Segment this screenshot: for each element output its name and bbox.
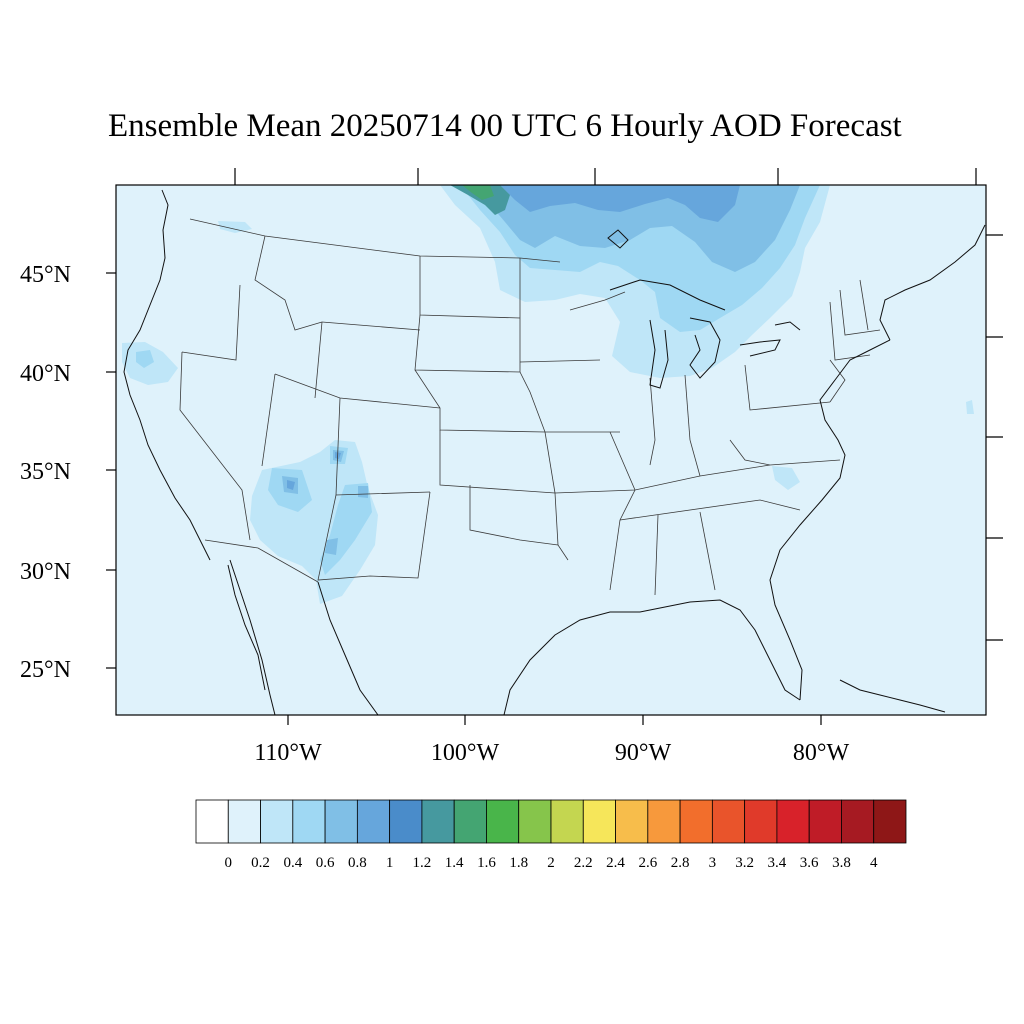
colorbar-label: 1.8 bbox=[509, 855, 528, 871]
lon-label: 80°W bbox=[793, 740, 850, 766]
colorbar-swatch bbox=[356, 799, 391, 844]
aod-plume-north-green bbox=[462, 185, 494, 200]
colorbar-swatch bbox=[647, 799, 681, 844]
colorbar-label: 0.4 bbox=[283, 855, 302, 871]
coastlines bbox=[123, 189, 986, 715]
colorbar-swatch bbox=[195, 799, 229, 844]
colorbar-label: 3 bbox=[709, 855, 717, 871]
aod-plume-southwest-hot bbox=[287, 452, 341, 490]
colorbar-swatch bbox=[808, 799, 842, 844]
colorbar-label: 2 bbox=[547, 855, 555, 871]
aod-plume-atlantic bbox=[966, 400, 974, 414]
colorbar-label: 3.8 bbox=[832, 855, 851, 871]
colorbar-swatch bbox=[518, 799, 552, 844]
colorbar-swatch bbox=[582, 799, 616, 844]
colorbar-swatch bbox=[486, 799, 520, 844]
lat-label: 25°N bbox=[20, 657, 71, 683]
colorbar-swatch bbox=[776, 799, 810, 844]
colorbar-label: 4 bbox=[870, 855, 878, 871]
latitude-labels: 45°N 40°N 35°N 30°N 25°N bbox=[20, 262, 71, 683]
aod-plume-california-core bbox=[136, 350, 154, 368]
colorbar-label: 0.6 bbox=[316, 855, 335, 871]
colorbar-label: 2.4 bbox=[606, 855, 625, 871]
aod-plume-northwest bbox=[218, 221, 252, 233]
colorbar-swatch bbox=[260, 799, 294, 844]
colorbar-swatch bbox=[227, 799, 261, 844]
colorbar-label: 2.6 bbox=[638, 855, 657, 871]
colorbar-label: 3.2 bbox=[735, 855, 754, 871]
lon-label: 90°W bbox=[615, 740, 672, 766]
colorbar-label: 0.2 bbox=[251, 855, 270, 871]
colorbar-swatch bbox=[615, 799, 649, 844]
aod-map: 45°N 40°N 35°N 30°N 25°N 110°W 100°W 90°… bbox=[20, 168, 1003, 766]
colorbar-label: 3.4 bbox=[768, 855, 787, 871]
colorbar-label: 2.8 bbox=[671, 855, 690, 871]
colorbar-label: 0.8 bbox=[348, 855, 367, 871]
lat-label: 45°N bbox=[20, 262, 71, 288]
aod-plume-north-teal bbox=[450, 185, 510, 215]
colorbar-swatch bbox=[389, 799, 423, 844]
longitude-labels: 110°W 100°W 90°W 80°W bbox=[254, 740, 849, 766]
lon-label: 100°W bbox=[431, 740, 500, 766]
colorbar-label: 1.6 bbox=[477, 855, 496, 871]
lat-label: 35°N bbox=[20, 459, 71, 485]
colorbar-swatch bbox=[292, 799, 326, 844]
lon-label: 110°W bbox=[254, 740, 322, 766]
state-borders bbox=[179, 218, 881, 596]
colorbar-swatch bbox=[841, 799, 875, 844]
colorbar-swatch bbox=[324, 799, 358, 844]
colorbar-label: 1.2 bbox=[413, 855, 432, 871]
lat-label: 30°N bbox=[20, 559, 71, 585]
colorbar-label: 1 bbox=[386, 855, 394, 871]
colorbar-label: 1.4 bbox=[445, 855, 464, 871]
colorbar-label: 2.2 bbox=[574, 855, 593, 871]
map-title: Ensemble Mean 20250714 00 UTC 6 Hourly A… bbox=[108, 108, 902, 144]
colorbar-label: 0 bbox=[225, 855, 233, 871]
colorbar-swatch bbox=[744, 799, 778, 844]
lat-label: 40°N bbox=[20, 361, 71, 387]
colorbar-swatch bbox=[421, 799, 455, 844]
aod-plume-north-high bbox=[500, 185, 740, 222]
colorbar-swatch bbox=[453, 799, 487, 844]
aod-plume-carolina bbox=[772, 466, 800, 490]
colorbar-swatch bbox=[679, 799, 713, 844]
colorbar-swatch bbox=[873, 799, 907, 844]
colorbar: 0 0.2 0.4 0.6 0.8 1 1.2 1.4 1.6 1.8 2 2.2 2.4 2.6 2.8 3… bbox=[195, 799, 907, 871]
colorbar-swatch bbox=[711, 799, 746, 844]
colorbar-swatch bbox=[550, 799, 584, 844]
frame-ticks bbox=[106, 168, 1003, 725]
map-frame bbox=[115, 184, 987, 716]
colorbar-label: 3.6 bbox=[800, 855, 819, 871]
